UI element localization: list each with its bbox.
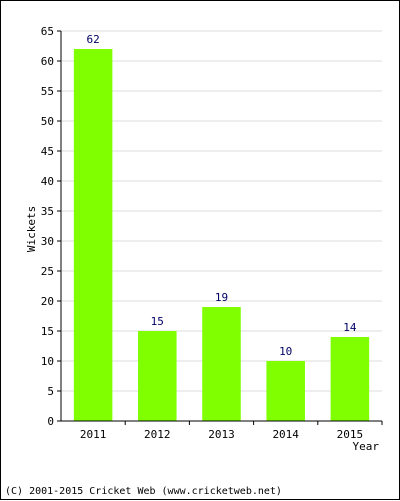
y-tick-label: 5 (47, 385, 54, 398)
x-tick-label: 2015 (337, 428, 364, 441)
x-tick-label: 2013 (208, 428, 235, 441)
axes (57, 30, 383, 425)
bar-2014 (266, 361, 305, 421)
value-label: 14 (343, 321, 357, 334)
y-tick-labels: 0 5 10 15 20 25 30 35 40 45 50 55 60 65 (41, 25, 54, 428)
value-label: 19 (215, 291, 228, 304)
value-labels: 62 15 19 10 14 (86, 33, 356, 358)
grid-lines (61, 30, 382, 392)
copyright-footer: (C) 2001-2015 Cricket Web (www.cricketwe… (5, 486, 282, 497)
value-label: 10 (279, 345, 292, 358)
bar-2013 (202, 307, 241, 421)
value-label: 15 (151, 315, 164, 328)
y-tick-label: 35 (41, 205, 54, 218)
y-tick-label: 40 (41, 175, 54, 188)
y-tick-label: 25 (41, 265, 54, 278)
x-tick-label: 2011 (80, 428, 107, 441)
bar-2012 (138, 331, 177, 421)
x-tick-label: 2014 (272, 428, 299, 441)
y-tick-label: 20 (41, 295, 54, 308)
y-tick-label: 50 (41, 115, 54, 128)
x-tick-label: 2012 (144, 428, 171, 441)
value-label: 62 (86, 33, 99, 46)
y-axis-label: Wickets (25, 206, 38, 252)
y-tick-label: 60 (41, 55, 54, 68)
bar-2011 (73, 49, 113, 421)
bars (73, 49, 370, 421)
x-tick-labels: 2011 2012 2013 2014 2015 (80, 428, 363, 441)
y-tick-label: 10 (41, 355, 54, 368)
y-tick-label: 55 (41, 85, 54, 98)
y-tick-label: 15 (41, 325, 54, 338)
y-tick-label: 65 (41, 25, 54, 38)
x-axis-label: Year (353, 440, 380, 453)
y-tick-label: 45 (41, 145, 54, 158)
y-tick-label: 30 (41, 235, 54, 248)
y-tick-label: 0 (47, 415, 54, 428)
bar-2015 (330, 337, 370, 421)
